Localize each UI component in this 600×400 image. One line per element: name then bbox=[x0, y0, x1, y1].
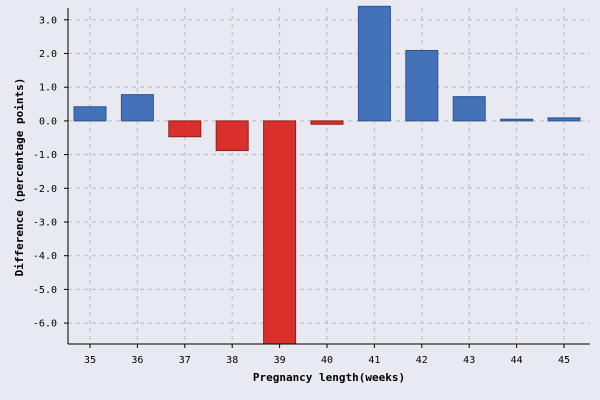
bar-42 bbox=[405, 49, 439, 122]
bar-44 bbox=[500, 118, 534, 122]
bar-40 bbox=[310, 120, 344, 125]
x-tick-label: 40 bbox=[321, 355, 333, 366]
bars bbox=[73, 5, 581, 345]
bar-35 bbox=[73, 106, 107, 122]
x-tick-label: 36 bbox=[131, 355, 143, 366]
bar-45 bbox=[547, 117, 581, 122]
bar-43 bbox=[452, 96, 486, 122]
x-tick-label: 38 bbox=[226, 355, 238, 366]
y-tick-labels: 3.0 2.0 1.0 0.0 -1.0 -2.0 -3.0 -4.0 -5.0 -6.0 bbox=[33, 15, 68, 330]
x-tick-label: 45 bbox=[558, 355, 570, 366]
x-tick-label: 39 bbox=[274, 355, 286, 366]
bar-39 bbox=[263, 120, 297, 345]
y-tick-label: 3.0 bbox=[39, 15, 57, 26]
bar-37 bbox=[168, 120, 202, 138]
x-tick-label: 43 bbox=[463, 355, 475, 366]
y-tick-label: 1.0 bbox=[39, 83, 57, 94]
x-tick-label: 37 bbox=[179, 355, 191, 366]
y-tick-label: -3.0 bbox=[33, 218, 57, 229]
x-tick-label: 41 bbox=[368, 355, 380, 366]
y-tick-label: 0.0 bbox=[39, 116, 57, 127]
x-tick-labels: 35 36 37 38 39 40 41 42 43 44 45 bbox=[84, 344, 570, 366]
y-tick-label: -2.0 bbox=[33, 184, 57, 195]
bar-41 bbox=[357, 5, 391, 122]
x-tick-label: 42 bbox=[416, 355, 428, 366]
grid-lines bbox=[68, 8, 590, 344]
bar-38 bbox=[215, 120, 249, 152]
y-tick-label: -1.0 bbox=[33, 150, 57, 161]
y-tick-label: 2.0 bbox=[39, 49, 57, 60]
x-tick-label: 35 bbox=[84, 355, 96, 366]
axes bbox=[67, 8, 590, 345]
bar-36 bbox=[120, 94, 154, 122]
x-axis-title: Pregnancy length(weeks) bbox=[253, 371, 405, 384]
y-tick-label: -4.0 bbox=[33, 251, 57, 262]
y-tick-label: -6.0 bbox=[33, 319, 57, 330]
y-tick-label: -5.0 bbox=[33, 285, 57, 296]
y-axis-title: Difference (percentage points) bbox=[13, 78, 26, 277]
x-tick-label: 44 bbox=[511, 355, 523, 366]
